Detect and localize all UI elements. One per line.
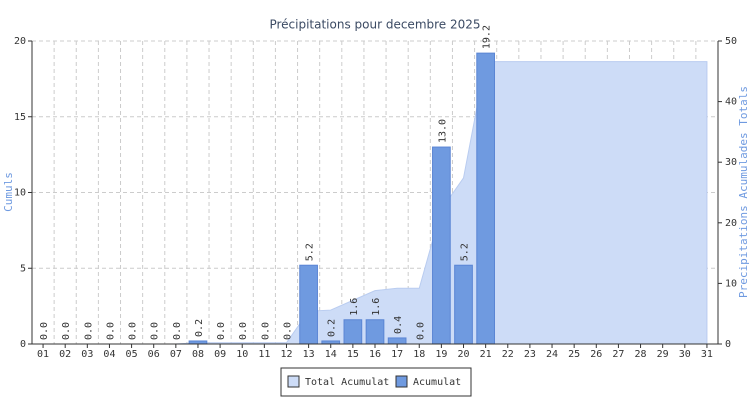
x-tick-label: 25 xyxy=(568,349,580,360)
value-label: 0.0 xyxy=(172,322,183,340)
y2-tick-label: 10 xyxy=(725,278,737,289)
y-tick-label: 20 xyxy=(14,36,26,47)
value-label: 0.0 xyxy=(128,322,139,340)
value-label: 13.0 xyxy=(437,119,448,143)
x-tick-label: 23 xyxy=(524,349,536,360)
y2-tick-label: 40 xyxy=(725,97,737,108)
x-tick-label: 15 xyxy=(347,349,359,360)
value-label: 0.0 xyxy=(83,322,94,340)
y2-tick-label: 0 xyxy=(725,339,731,350)
bar xyxy=(432,146,451,345)
value-label: 0.0 xyxy=(238,322,249,340)
x-tick-label: 19 xyxy=(435,349,447,360)
y-tick-label: 0 xyxy=(20,339,26,350)
value-label: 0.2 xyxy=(194,319,205,337)
x-tick-label: 18 xyxy=(413,349,425,360)
bar xyxy=(365,319,385,345)
value-label: 19.2 xyxy=(482,25,493,49)
x-tick-label: 21 xyxy=(480,349,492,360)
x-tick-label: 12 xyxy=(280,349,292,360)
legend-swatch xyxy=(395,375,408,388)
x-tick-label: 05 xyxy=(126,349,138,360)
x-tick-label: 16 xyxy=(369,349,381,360)
y-axis-title: Cumuls xyxy=(2,172,15,212)
value-label: 0.0 xyxy=(39,322,50,340)
bar xyxy=(476,52,495,345)
x-tick-label: 27 xyxy=(612,349,624,360)
x-tick-label: 22 xyxy=(502,349,514,360)
value-label: 0.0 xyxy=(260,322,271,340)
x-tick-label: 08 xyxy=(192,349,204,360)
x-tick-label: 07 xyxy=(170,349,182,360)
x-tick-label: 01 xyxy=(37,349,49,360)
x-tick-label: 28 xyxy=(635,349,647,360)
bar xyxy=(343,319,363,345)
y2-axis-title: Precipitations Acumulades Totals xyxy=(737,86,750,298)
y-tick-label: 5 xyxy=(20,263,26,274)
x-tick-label: 20 xyxy=(457,349,469,360)
value-label: 1.6 xyxy=(349,298,360,316)
bar xyxy=(387,337,407,345)
x-tick-label: 26 xyxy=(590,349,602,360)
y-tick-label: 10 xyxy=(14,188,26,199)
value-label: 0.2 xyxy=(327,319,338,337)
x-tick-label: 09 xyxy=(214,349,226,360)
x-tick-label: 10 xyxy=(236,349,248,360)
legend-label: Total Acumulat xyxy=(305,377,389,388)
x-tick-label: 02 xyxy=(59,349,71,360)
chart-title: Précipitations pour decembre 2025 xyxy=(269,18,480,32)
x-tick-label: 11 xyxy=(258,349,270,360)
x-tick-label: 31 xyxy=(701,349,713,360)
legend-swatch xyxy=(287,375,300,388)
x-tick-label: 17 xyxy=(391,349,403,360)
value-label: 0.0 xyxy=(61,322,72,340)
y2-tick-label: 30 xyxy=(725,157,737,168)
x-tick-label: 30 xyxy=(679,349,691,360)
y2-tick-label: 50 xyxy=(725,36,737,47)
x-tick-label: 14 xyxy=(325,349,337,360)
x-tick-label: 13 xyxy=(303,349,315,360)
x-tick-label: 04 xyxy=(103,349,115,360)
legend-box xyxy=(280,367,472,397)
value-label: 0.0 xyxy=(105,322,116,340)
value-label: 1.6 xyxy=(371,298,382,316)
x-tick-label: 06 xyxy=(148,349,160,360)
x-tick-label: 29 xyxy=(657,349,669,360)
value-label: 5.2 xyxy=(305,243,316,261)
value-label: 0.4 xyxy=(393,316,404,334)
value-label: 0.0 xyxy=(216,322,227,340)
bar xyxy=(299,264,318,345)
value-label: 0.0 xyxy=(415,322,426,340)
y-tick-label: 15 xyxy=(14,112,26,123)
x-tick-label: 03 xyxy=(81,349,93,360)
value-label: 0.0 xyxy=(282,322,293,340)
bar xyxy=(454,264,473,345)
y2-tick-label: 20 xyxy=(725,218,737,229)
value-label: 0.0 xyxy=(150,322,161,340)
legend-label: Acumulat xyxy=(413,377,461,388)
value-label: 5.2 xyxy=(460,243,471,261)
x-tick-label: 24 xyxy=(546,349,558,360)
